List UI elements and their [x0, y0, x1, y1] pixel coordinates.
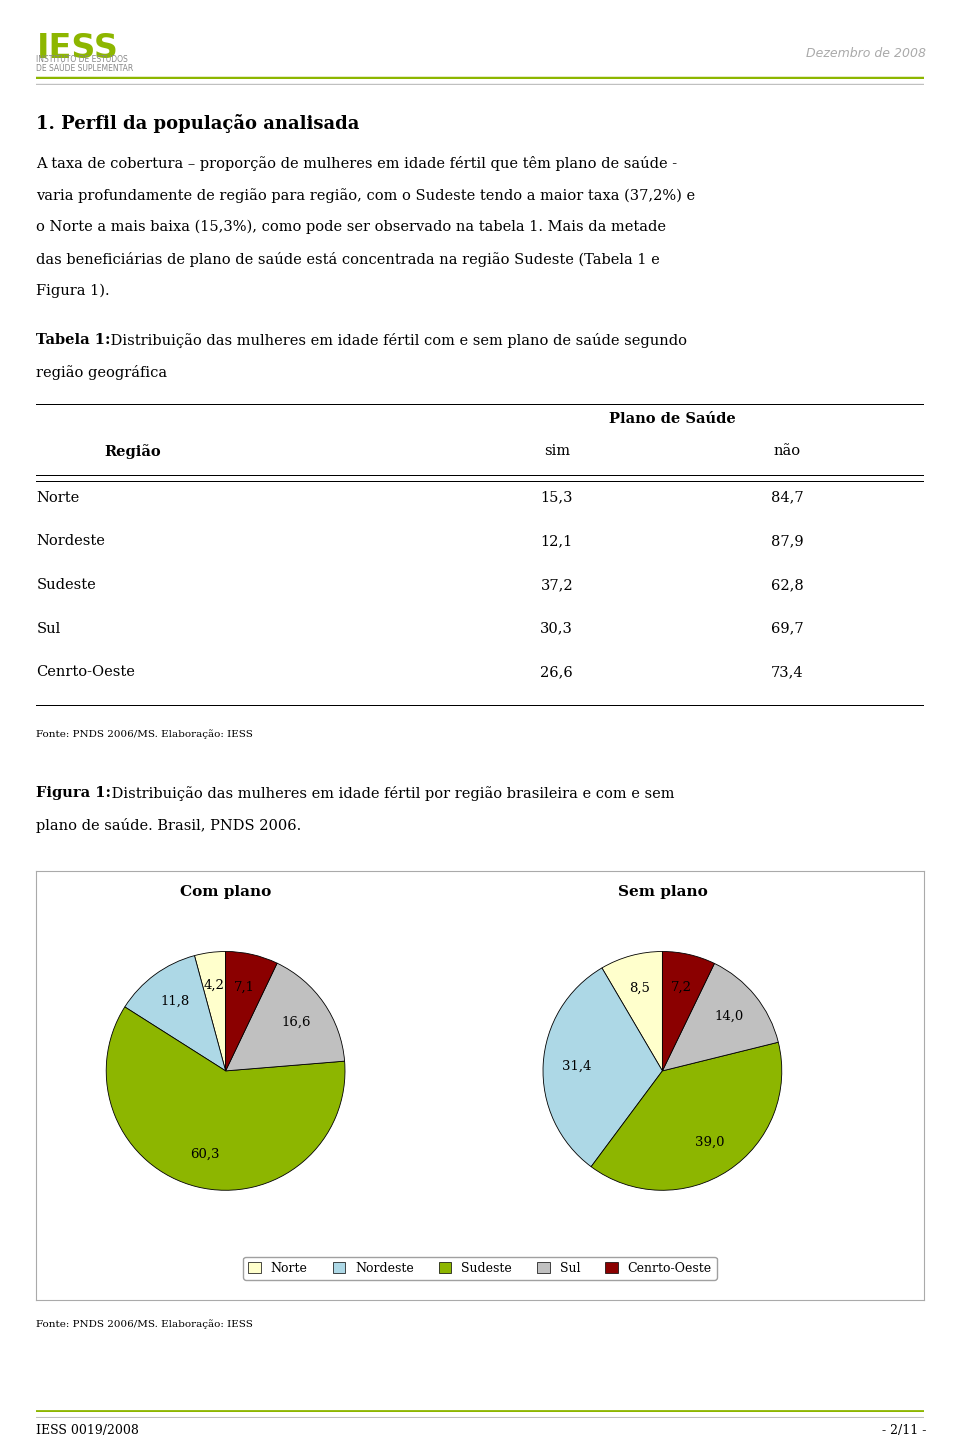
Text: DE SAÚDE SUPLEMENTAR: DE SAÚDE SUPLEMENTAR [36, 64, 133, 73]
Text: Cenrto-Oeste: Cenrto-Oeste [36, 665, 135, 680]
Text: Dezembro de 2008: Dezembro de 2008 [806, 47, 926, 60]
Text: 37,2: 37,2 [540, 578, 573, 593]
Text: das beneficiárias de plano de saúde está concentrada na região Sudeste (Tabela 1: das beneficiárias de plano de saúde está… [36, 252, 660, 266]
Text: 30,3: 30,3 [540, 622, 573, 636]
Text: IESS 0019/2008: IESS 0019/2008 [36, 1424, 139, 1437]
Text: plano de saúde. Brasil, PNDS 2006.: plano de saúde. Brasil, PNDS 2006. [36, 818, 301, 833]
Text: Sul: Sul [36, 622, 60, 636]
Text: 31,4: 31,4 [562, 1060, 591, 1073]
Text: INSTITUTO DE ESTUDOS: INSTITUTO DE ESTUDOS [36, 55, 129, 64]
Text: Sem plano: Sem plano [617, 885, 708, 900]
Text: 69,7: 69,7 [771, 622, 804, 636]
Text: 14,0: 14,0 [714, 1010, 744, 1024]
Text: - 2/11 -: - 2/11 - [882, 1424, 926, 1437]
Text: Fonte: PNDS 2006/MS. Elaboração: IESS: Fonte: PNDS 2006/MS. Elaboração: IESS [36, 729, 253, 740]
Text: 4,2: 4,2 [204, 980, 225, 992]
Text: 87,9: 87,9 [771, 534, 804, 549]
Wedge shape [125, 955, 226, 1072]
Text: 12,1: 12,1 [540, 534, 573, 549]
Wedge shape [226, 952, 277, 1072]
Text: 8,5: 8,5 [630, 981, 650, 994]
Text: 1. Perfil da população analisada: 1. Perfil da população analisada [36, 114, 360, 132]
Wedge shape [591, 1042, 781, 1190]
Text: Região: Região [105, 444, 160, 459]
Text: Plano de Saúde: Plano de Saúde [609, 412, 735, 427]
Text: 39,0: 39,0 [695, 1136, 725, 1149]
Text: 16,6: 16,6 [281, 1016, 311, 1028]
Text: Distribuição das mulheres em idade fértil por região brasileira e com e sem: Distribuição das mulheres em idade férti… [107, 786, 674, 801]
Text: 60,3: 60,3 [190, 1147, 220, 1160]
Text: Figura 1).: Figura 1). [36, 284, 110, 298]
Text: 84,7: 84,7 [771, 491, 804, 505]
Text: Figura 1:: Figura 1: [36, 786, 111, 801]
Text: Norte: Norte [36, 491, 80, 505]
Legend: Norte, Nordeste, Sudeste, Sul, Cenrto-Oeste: Norte, Nordeste, Sudeste, Sul, Cenrto-Oe… [243, 1257, 717, 1280]
Text: Distribuição das mulheres em idade fértil com e sem plano de saúde segundo: Distribuição das mulheres em idade férti… [106, 333, 686, 348]
Wedge shape [195, 952, 226, 1072]
Text: 62,8: 62,8 [771, 578, 804, 593]
Wedge shape [662, 964, 779, 1072]
Wedge shape [107, 1008, 345, 1190]
Text: sim: sim [543, 444, 570, 459]
Text: o Norte a mais baixa (15,3%), como pode ser observado na tabela 1. Mais da metad: o Norte a mais baixa (15,3%), como pode … [36, 220, 666, 234]
Text: Fonte: PNDS 2006/MS. Elaboração: IESS: Fonte: PNDS 2006/MS. Elaboração: IESS [36, 1319, 253, 1329]
Text: 15,3: 15,3 [540, 491, 573, 505]
Text: 73,4: 73,4 [771, 665, 804, 680]
Wedge shape [602, 952, 662, 1072]
Wedge shape [662, 952, 714, 1072]
Text: Tabela 1:: Tabela 1: [36, 333, 111, 348]
Text: região geográfica: região geográfica [36, 365, 168, 380]
Text: Nordeste: Nordeste [36, 534, 106, 549]
Text: Sudeste: Sudeste [36, 578, 96, 593]
Text: IESS: IESS [36, 32, 118, 66]
Text: Com plano: Com plano [180, 885, 272, 900]
Wedge shape [226, 964, 345, 1072]
Text: 7,2: 7,2 [671, 980, 692, 993]
Text: varia profundamente de região para região, com o Sudeste tendo a maior taxa (37,: varia profundamente de região para regiã… [36, 188, 696, 202]
Text: não: não [774, 444, 801, 459]
Text: 11,8: 11,8 [160, 994, 189, 1008]
Text: A taxa de cobertura – proporção de mulheres em idade fértil que têm plano de saú: A taxa de cobertura – proporção de mulhe… [36, 156, 678, 170]
Text: 26,6: 26,6 [540, 665, 573, 680]
Wedge shape [543, 968, 662, 1166]
Text: 7,1: 7,1 [234, 980, 255, 993]
